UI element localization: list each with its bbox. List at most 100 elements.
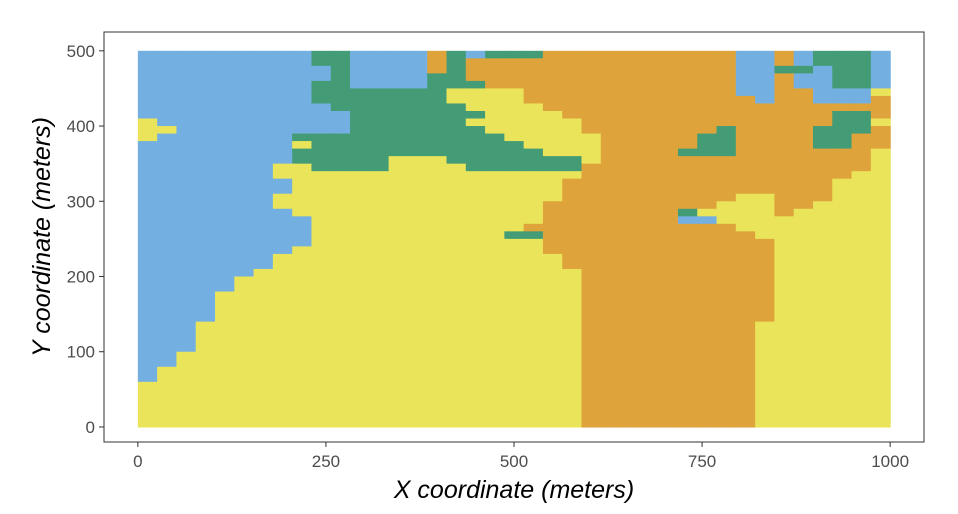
- heatmap-cell: [697, 186, 718, 195]
- heatmap-cell: [234, 238, 255, 247]
- heatmap-cell: [195, 389, 216, 398]
- heatmap-cell: [581, 50, 602, 59]
- heatmap-cell: [735, 344, 756, 353]
- heatmap-cell: [311, 246, 332, 255]
- heatmap-cell: [735, 366, 756, 375]
- heatmap-cell: [793, 374, 814, 383]
- heatmap-cell: [774, 216, 795, 225]
- heatmap-cell: [697, 321, 718, 330]
- heatmap-cell: [716, 419, 737, 428]
- heatmap-cell: [639, 103, 660, 112]
- heatmap-cell: [793, 359, 814, 368]
- heatmap-cell: [485, 95, 505, 105]
- heatmap-cell: [542, 268, 563, 278]
- heatmap-cell: [774, 141, 795, 150]
- heatmap-cell: [600, 253, 621, 263]
- heatmap-cell: [176, 201, 197, 210]
- heatmap-cell: [292, 374, 313, 383]
- heatmap-cell: [292, 404, 313, 413]
- heatmap-cell: [388, 389, 409, 398]
- heatmap-cell: [755, 95, 776, 105]
- heatmap-cell: [350, 65, 370, 74]
- heatmap-cell: [812, 321, 833, 330]
- heatmap-cell: [697, 193, 718, 202]
- heatmap-cell: [677, 126, 698, 135]
- heatmap-cell: [697, 118, 718, 127]
- heatmap-cell: [851, 163, 872, 172]
- heatmap-cell: [485, 163, 505, 172]
- heatmap-cell: [427, 284, 448, 293]
- heatmap-cell: [870, 80, 891, 90]
- heatmap-cell: [523, 291, 544, 300]
- heatmap-cell: [446, 208, 467, 217]
- heatmap-cell: [677, 103, 698, 112]
- heatmap-cell: [407, 419, 428, 428]
- heatmap-cell: [157, 238, 178, 247]
- heatmap-cell: [350, 253, 370, 263]
- heatmap-cell: [350, 80, 370, 90]
- heatmap-cell: [812, 329, 833, 338]
- heatmap-cell: [330, 389, 351, 398]
- heatmap-cell: [388, 88, 409, 97]
- heatmap-cell: [137, 246, 158, 255]
- heatmap-cell: [137, 186, 158, 195]
- heatmap-cell: [215, 359, 235, 368]
- heatmap-cell: [234, 284, 255, 293]
- heatmap-cell: [330, 50, 351, 59]
- heatmap-cell: [620, 231, 640, 240]
- heatmap-cell: [157, 216, 178, 225]
- heatmap-cell: [832, 351, 853, 360]
- heatmap-cell: [658, 246, 679, 255]
- heatmap-cell: [793, 253, 814, 263]
- heatmap-cell: [195, 208, 216, 217]
- heatmap-cell: [774, 178, 795, 187]
- heatmap-cell: [812, 141, 833, 150]
- heatmap-cell: [542, 110, 563, 120]
- heatmap-cell: [157, 336, 178, 345]
- heatmap-cell: [350, 299, 370, 308]
- heatmap-cell: [677, 118, 698, 127]
- heatmap-cell: [562, 118, 583, 127]
- heatmap-cell: [272, 171, 293, 180]
- heatmap-cell: [658, 80, 679, 90]
- heatmap-cell: [523, 231, 544, 240]
- heatmap-cell: [388, 193, 409, 202]
- heatmap-cell: [195, 58, 216, 67]
- heatmap-cell: [851, 411, 872, 421]
- heatmap-cell: [176, 419, 197, 428]
- heatmap-cell: [581, 73, 602, 82]
- heatmap-cell: [870, 329, 891, 338]
- heatmap-cell: [350, 88, 370, 97]
- heatmap-cell: [388, 336, 409, 345]
- heatmap-cell: [234, 88, 255, 97]
- heatmap-cell: [369, 321, 390, 330]
- heatmap-cell: [812, 336, 833, 345]
- heatmap-cell: [851, 284, 872, 293]
- heatmap-cell: [272, 366, 293, 375]
- heatmap-cell: [851, 73, 872, 82]
- heatmap-cell: [234, 201, 255, 210]
- heatmap-cell: [388, 268, 409, 278]
- heatmap-cell: [137, 306, 158, 315]
- heatmap-cell: [735, 389, 756, 398]
- heatmap-cell: [600, 276, 621, 285]
- heatmap-cell: [600, 351, 621, 360]
- heatmap-cell: [658, 231, 679, 240]
- heatmap-cell: [542, 133, 563, 142]
- heatmap-cell: [504, 306, 525, 315]
- heatmap-cell: [504, 193, 525, 202]
- heatmap-cell: [388, 396, 409, 405]
- heatmap-cell: [677, 73, 698, 82]
- heatmap-cell: [542, 336, 563, 345]
- heatmap-cell: [350, 95, 370, 105]
- heatmap-cell: [677, 238, 698, 247]
- heatmap-cell: [832, 80, 853, 90]
- heatmap-cell: [137, 396, 158, 405]
- heatmap-cell: [388, 246, 409, 255]
- heatmap-cell: [812, 396, 833, 405]
- heatmap-cell: [697, 88, 718, 97]
- heatmap-cell: [581, 208, 602, 217]
- heatmap-cell: [658, 58, 679, 67]
- heatmap-cell: [774, 133, 795, 142]
- heatmap-cell: [542, 374, 563, 383]
